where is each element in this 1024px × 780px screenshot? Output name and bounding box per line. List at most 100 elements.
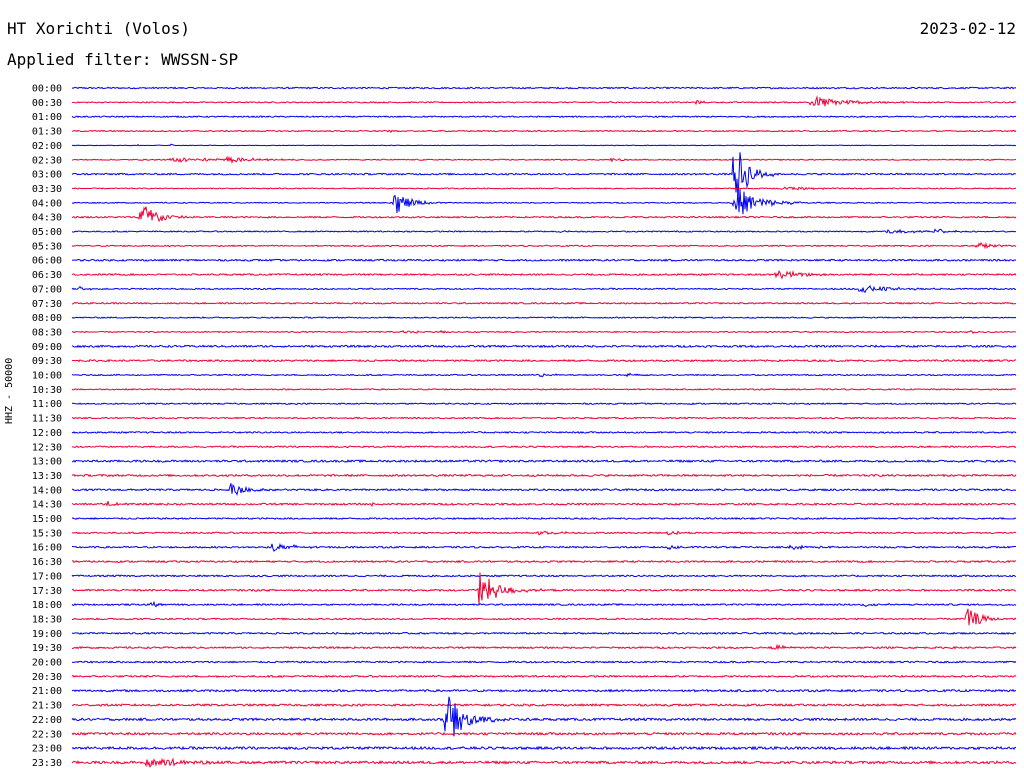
- time-tick-label: 07:00: [32, 284, 62, 295]
- time-tick-label: 07:30: [32, 299, 62, 310]
- time-tick-label: 05:30: [32, 241, 62, 252]
- time-tick-label: 10:00: [32, 371, 62, 382]
- trace-line: [71, 86, 1017, 90]
- time-tick-label: 13:30: [32, 471, 62, 482]
- time-tick-label: 22:30: [32, 729, 62, 740]
- trace-line: [71, 270, 1017, 280]
- trace-line: [71, 372, 1017, 378]
- trace-line: [71, 258, 1017, 262]
- trace-line: [71, 206, 1017, 223]
- time-tick-label: 02:30: [32, 155, 62, 166]
- trace-line: [71, 188, 1017, 215]
- time-tick-label: 17:30: [32, 586, 62, 597]
- trace-line: [71, 388, 1017, 391]
- time-tick-label: 14:30: [32, 500, 62, 511]
- trace-line: [71, 608, 1017, 626]
- time-tick-label: 20:00: [32, 658, 62, 669]
- trace-line: [71, 402, 1017, 406]
- time-tick-label: 18:00: [32, 600, 62, 611]
- trace-line: [71, 143, 1017, 147]
- time-tick-label: 17:00: [32, 571, 62, 582]
- trace-line: [71, 241, 1017, 250]
- time-tick-label: 11:00: [32, 399, 62, 410]
- time-tick-label: 03:30: [32, 184, 62, 195]
- trace-line: [71, 301, 1017, 305]
- time-tick-label: 13:00: [32, 457, 62, 468]
- trace-line: [71, 745, 1017, 751]
- time-tick-label: 19:00: [32, 629, 62, 640]
- time-tick-label: 16:30: [32, 557, 62, 568]
- time-tick-label: 08:00: [32, 313, 62, 324]
- time-tick-label: 06:30: [32, 270, 62, 281]
- trace-line: [71, 703, 1017, 707]
- trace-line: [71, 516, 1017, 521]
- trace-line: [71, 459, 1017, 464]
- time-tick-label: 04:00: [32, 198, 62, 209]
- trace-line: [71, 316, 1017, 319]
- time-tick-label: 12:30: [32, 442, 62, 453]
- time-tick-label: 01:00: [32, 112, 62, 123]
- trace-line: [71, 329, 1017, 335]
- trace-line: [71, 631, 1017, 635]
- time-tick-label: 00:00: [32, 84, 62, 95]
- time-tick-label: 20:30: [32, 672, 62, 683]
- trace-line: [71, 643, 1017, 651]
- trace-line: [71, 473, 1017, 478]
- time-tick-label: 12:00: [32, 428, 62, 439]
- time-tick-label: 02:00: [32, 141, 62, 152]
- trace-line: [71, 430, 1017, 434]
- trace-line: [71, 542, 1017, 552]
- trace-line: [71, 129, 1017, 134]
- station-title: HT Xorichti (Volos): [7, 19, 191, 38]
- time-tick-labels: 00:00 00:30 01:00 01:30 02:00 02:30 03:00 03:30…: [32, 84, 62, 769]
- time-tick-label: 06:00: [32, 256, 62, 267]
- trace-line: [71, 574, 1017, 578]
- time-tick-label: 03:00: [32, 170, 62, 181]
- trace-line: [71, 500, 1017, 508]
- trace-line: [71, 445, 1017, 449]
- trace-line: [71, 416, 1017, 420]
- time-tick-label: 09:30: [32, 356, 62, 367]
- trace-group: [71, 86, 1017, 768]
- time-tick-label: 08:30: [32, 327, 62, 338]
- trace-line: [71, 115, 1017, 119]
- trace-line: [71, 600, 1017, 608]
- trace-line: [71, 688, 1017, 693]
- time-tick-label: 09:00: [32, 342, 62, 353]
- trace-line: [71, 731, 1017, 736]
- time-tick-label: 15:30: [32, 528, 62, 539]
- trace-line: [71, 344, 1017, 349]
- record-date: 2023-02-12: [919, 19, 1016, 38]
- trace-line: [71, 660, 1017, 664]
- time-tick-label: 11:30: [32, 414, 62, 425]
- trace-line: [71, 152, 1017, 199]
- time-tick-label: 23:30: [32, 758, 62, 769]
- time-tick-label: 23:00: [32, 744, 62, 755]
- time-tick-label: 14:00: [32, 485, 62, 496]
- trace-line: [71, 696, 1017, 737]
- filter-label: Applied filter: WWSSN-SP: [7, 50, 239, 69]
- time-tick-label: 21:30: [32, 701, 62, 712]
- time-tick-label: 21:00: [32, 686, 62, 697]
- trace-line: [71, 95, 1017, 107]
- time-tick-label: 22:00: [32, 715, 62, 726]
- time-tick-label: 19:30: [32, 643, 62, 654]
- trace-line: [71, 572, 1017, 606]
- trace-line: [71, 228, 1017, 234]
- trace-line: [71, 483, 1017, 496]
- time-tick-label: 16:00: [32, 543, 62, 554]
- trace-line: [71, 155, 1017, 165]
- trace-line: [71, 674, 1017, 679]
- time-tick-label: 15:00: [32, 514, 62, 525]
- time-tick-label: 01:30: [32, 127, 62, 138]
- time-tick-label: 04:30: [32, 213, 62, 224]
- time-tick-label: 00:30: [32, 98, 62, 109]
- trace-line: [71, 284, 1017, 293]
- time-tick-label: 05:00: [32, 227, 62, 238]
- trace-line: [71, 530, 1017, 536]
- trace-line: [71, 559, 1017, 564]
- trace-line: [71, 186, 1017, 191]
- trace-line: [71, 358, 1017, 363]
- trace-line: [71, 757, 1017, 768]
